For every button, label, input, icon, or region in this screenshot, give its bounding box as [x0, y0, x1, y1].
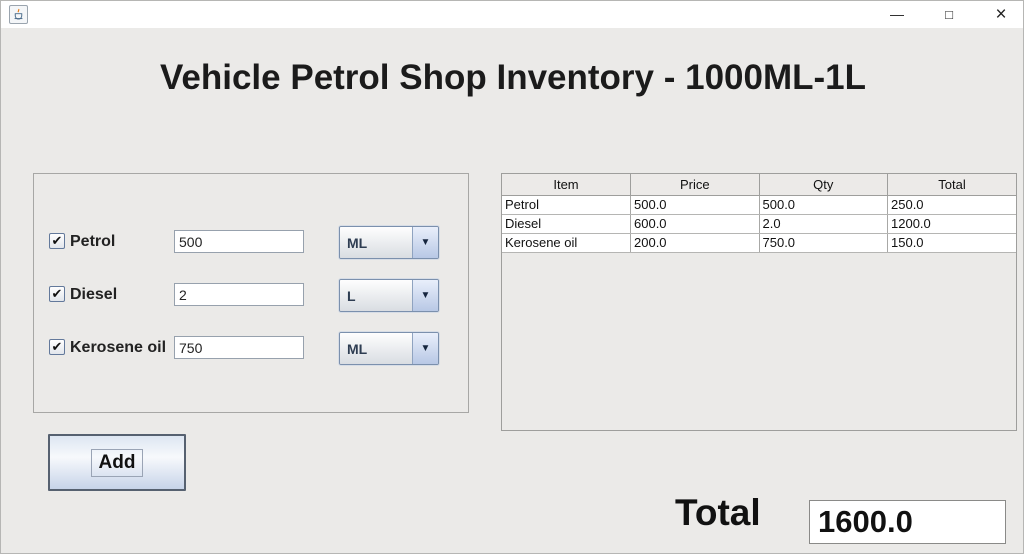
- kerosene-qty-input[interactable]: [174, 336, 304, 359]
- check-icon: ✔: [51, 285, 63, 301]
- diesel-unit-arrow-button[interactable]: ▼: [412, 280, 438, 311]
- close-button[interactable]: ×: [995, 4, 1007, 25]
- petrol-label: Petrol: [70, 233, 116, 250]
- petrol-unit-value: ML: [340, 227, 412, 258]
- form-row-kerosene: ✔ Kerosene oil ML ▼: [34, 330, 470, 365]
- cell-qty: 2.0: [759, 214, 888, 234]
- table-row[interactable]: Diesel 600.0 2.0 1200.0: [502, 214, 1016, 234]
- input-panel: ✔ Petrol ML ▼ ✔ Diesel L: [33, 173, 469, 413]
- diesel-label: Diesel: [70, 286, 118, 303]
- chevron-down-icon: ▼: [420, 290, 431, 301]
- petrol-unit-select[interactable]: ML ▼: [339, 226, 439, 259]
- column-header-total[interactable]: Total: [887, 174, 1016, 196]
- table-row[interactable]: Kerosene oil 200.0 750.0 150.0: [502, 233, 1016, 253]
- total-label: Total: [675, 492, 761, 533]
- maximize-button[interactable]: □: [945, 7, 953, 22]
- cell-total: 250.0: [887, 195, 1016, 215]
- cell-item: Kerosene oil: [502, 233, 631, 253]
- kerosene-label: Kerosene oil: [70, 339, 167, 356]
- title-bar: — □ ×: [1, 1, 1023, 28]
- column-header-price[interactable]: Price: [630, 174, 760, 196]
- page-title: Vehicle Petrol Shop Inventory - 1000ML-1…: [159, 58, 866, 97]
- table-header-row: Item Price Qty Total: [502, 174, 1016, 196]
- column-header-item[interactable]: Item: [502, 174, 631, 196]
- inventory-table: Item Price Qty Total Petrol 500.0 500.0 …: [501, 173, 1017, 431]
- kerosene-checkbox[interactable]: ✔: [49, 339, 65, 355]
- add-button-label: Add: [90, 448, 144, 477]
- check-icon: ✔: [51, 338, 63, 354]
- diesel-checkbox[interactable]: ✔: [49, 286, 65, 302]
- cell-price: 500.0: [630, 195, 760, 215]
- cell-price: 200.0: [630, 233, 760, 253]
- column-header-qty[interactable]: Qty: [758, 174, 888, 196]
- cell-item: Petrol: [502, 195, 631, 215]
- java-coffee-glyph: [14, 8, 23, 20]
- kerosene-unit-arrow-button[interactable]: ▼: [412, 333, 438, 364]
- petrol-qty-input[interactable]: [174, 230, 304, 253]
- diesel-qty-input[interactable]: [174, 283, 304, 306]
- java-icon[interactable]: [9, 5, 28, 24]
- cell-item: Diesel: [502, 214, 631, 234]
- petrol-unit-arrow-button[interactable]: ▼: [412, 227, 438, 258]
- cell-total: 1200.0: [887, 214, 1016, 234]
- form-row-diesel: ✔ Diesel L ▼: [34, 277, 470, 312]
- content-area: Vehicle Petrol Shop Inventory - 1000ML-1…: [1, 28, 1023, 553]
- diesel-unit-value: L: [340, 280, 412, 311]
- table-row[interactable]: Petrol 500.0 500.0 250.0: [502, 195, 1016, 215]
- kerosene-unit-value: ML: [340, 333, 412, 364]
- chevron-down-icon: ▼: [420, 237, 431, 248]
- cell-price: 600.0: [630, 214, 760, 234]
- chevron-down-icon: ▼: [420, 343, 431, 354]
- check-icon: ✔: [51, 232, 63, 248]
- petrol-checkbox[interactable]: ✔: [49, 233, 65, 249]
- minimize-button[interactable]: —: [890, 6, 904, 22]
- total-field[interactable]: [809, 500, 1006, 544]
- window-controls: — □ ×: [889, 1, 1009, 28]
- diesel-unit-select[interactable]: L ▼: [339, 279, 439, 312]
- add-button[interactable]: Add: [48, 434, 186, 491]
- form-row-petrol: ✔ Petrol ML ▼: [34, 224, 470, 259]
- kerosene-unit-select[interactable]: ML ▼: [339, 332, 439, 365]
- cell-qty: 750.0: [759, 233, 888, 253]
- cell-qty: 500.0: [759, 195, 888, 215]
- cell-total: 150.0: [887, 233, 1016, 253]
